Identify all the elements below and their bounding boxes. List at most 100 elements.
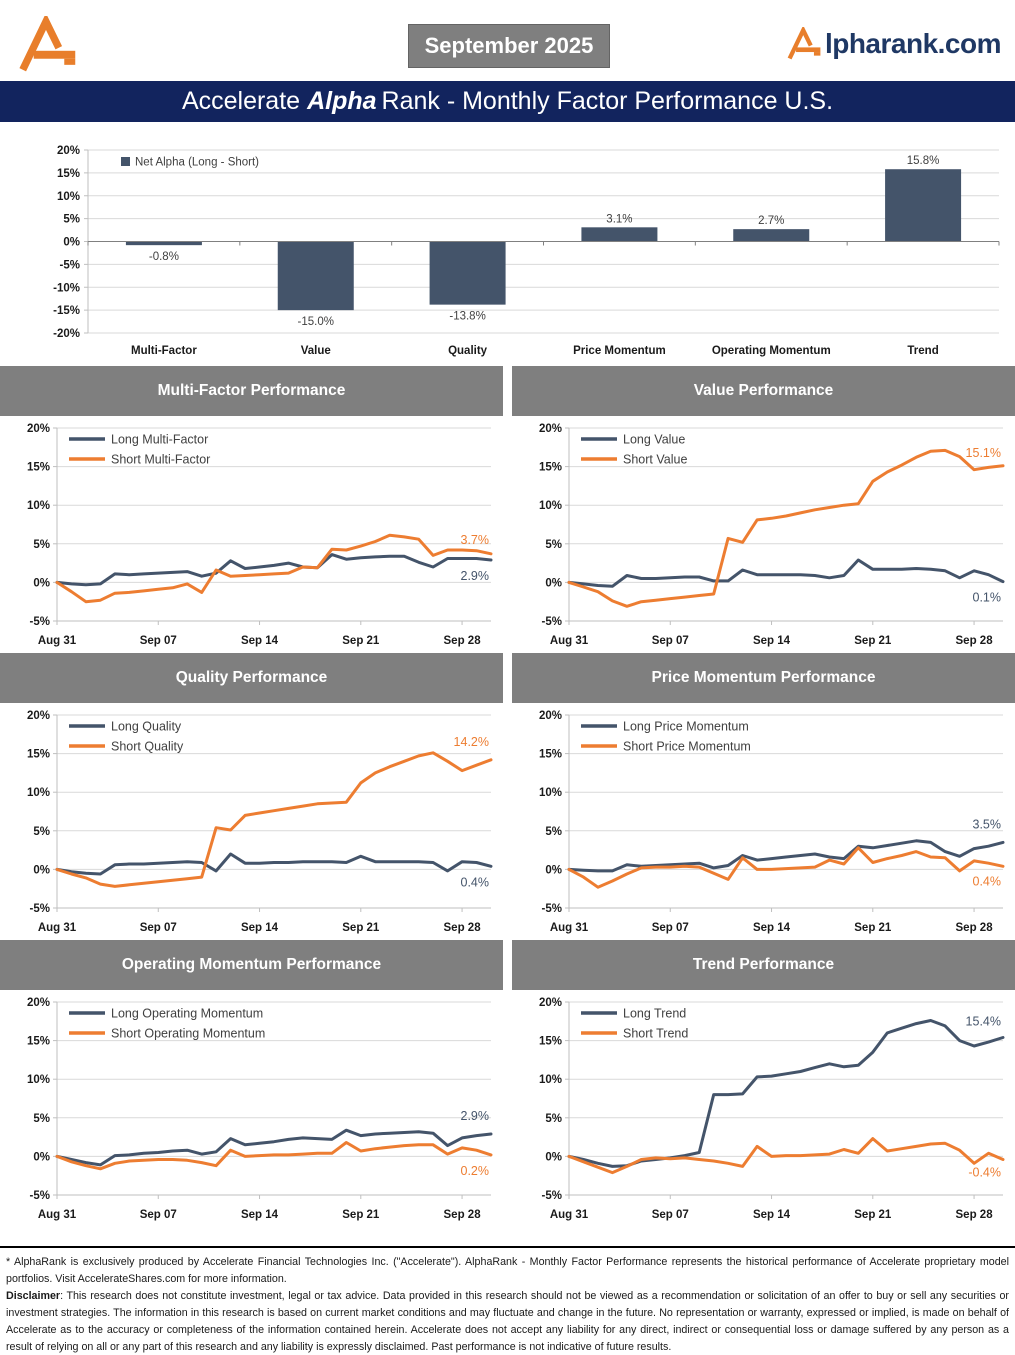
y-tick-label: 15% (539, 1036, 562, 1048)
y-tick-label: -5% (542, 616, 562, 628)
y-tick-label: 10% (27, 787, 50, 799)
y-tick-label: 5% (545, 826, 562, 838)
panel-header-quality: Quality Performance (0, 653, 503, 703)
panel-header-operating-momentum: Operating Momentum Performance (0, 940, 503, 990)
panel-header-value: Value Performance (512, 366, 1015, 416)
panel-operating-momentum: Operating Momentum Performance -5% 0% 5% 10… (0, 940, 503, 1227)
x-tick-label: Sep 07 (652, 635, 689, 647)
panel-header-multi-factor: Multi-Factor Performance (0, 366, 503, 416)
legend-label: Long Trend (623, 1007, 686, 1021)
bar-value-label: 15.8% (907, 155, 940, 167)
x-tick-label: Sep 28 (956, 635, 994, 647)
end-value-label: 0.2% (461, 1164, 490, 1178)
y-tick-label: 10% (27, 1074, 50, 1086)
y-tick-label: -5% (30, 903, 50, 915)
series-navy (55, 553, 493, 587)
end-value-label: 14.2% (454, 735, 489, 749)
x-tick-label: Sep 28 (444, 922, 482, 934)
y-tick-label: 5% (33, 1113, 50, 1125)
quality-chart: -5% 0% 5% 10% 15% 20% Aug 31 Sep 07 Sep 14 Sep 21… (27, 710, 493, 934)
y-tick-label: 5% (545, 1113, 562, 1125)
legend-label: Short Operating Momentum (111, 1027, 265, 1041)
y-tick-label: -5% (60, 259, 80, 271)
y-tick-label: 15% (27, 749, 50, 761)
legend-label: Short Multi-Factor (111, 453, 210, 467)
alpharank-brand: lpharank.com (787, 22, 1002, 66)
y-tick-label: 10% (539, 1074, 562, 1086)
series-navy (55, 852, 493, 876)
x-tick-label: Sep 14 (241, 922, 279, 934)
alpharank-a-icon (787, 27, 821, 60)
value-chart: -5% 0% 5% 10% 15% 20% Aug 31 Sep 07 Sep 14 Sep 21… (539, 423, 1005, 647)
y-tick-label: -20% (53, 328, 80, 340)
y-tick-label: -5% (30, 1190, 50, 1202)
category-label: Quality (448, 345, 488, 357)
x-tick-label: Aug 31 (38, 922, 77, 934)
y-tick-label: -5% (542, 903, 562, 915)
series-navy (55, 1128, 493, 1167)
bar-value-label: 3.1% (606, 213, 632, 225)
legend-label: Long Operating Momentum (111, 1007, 263, 1021)
title-part1: Accelerate (181, 87, 301, 115)
legend-label: Long Value (623, 433, 685, 447)
x-tick-label: Sep 28 (956, 922, 994, 934)
y-tick-label: 20% (539, 710, 562, 722)
y-tick-label: 0% (33, 1151, 50, 1163)
y-tick-label: 10% (539, 500, 562, 512)
end-value-label: 3.5% (973, 817, 1002, 831)
y-tick-label: 15% (27, 462, 50, 474)
price-momentum-chart: -5% 0% 5% 10% 15% 20% Aug 31 Sep 07 Sep 14 Sep 21… (539, 710, 1005, 934)
operating-momentum-chart: -5% 0% 5% 10% 15% 20% Aug 31 Sep 07 Sep 14 Sep 21… (27, 997, 493, 1221)
legend-swatch (121, 157, 130, 166)
end-value-label: 2.9% (461, 1109, 490, 1123)
x-tick-label: Sep 14 (241, 1209, 279, 1221)
series-navy (567, 558, 1005, 588)
y-tick-label: 20% (539, 423, 562, 435)
y-tick-label: 15% (57, 168, 80, 180)
series-orange (567, 448, 1005, 608)
y-tick-label: 20% (27, 710, 50, 722)
legend-label: Short Value (623, 453, 687, 467)
bar-Price Momentum (581, 227, 658, 242)
end-value-label: 3.7% (461, 533, 490, 547)
legend-label: Long Quality (111, 720, 182, 734)
x-tick-label: Sep 21 (854, 635, 892, 647)
panel-price-momentum: Price Momentum Performance -5% 0% 5% 10% 15%… (512, 653, 1015, 940)
y-tick-label: 10% (57, 191, 80, 203)
end-value-label: 0.1% (973, 591, 1002, 605)
x-tick-label: Aug 31 (550, 922, 589, 934)
series-orange (567, 846, 1005, 889)
x-tick-label: Aug 31 (550, 1209, 589, 1221)
y-tick-label: 5% (33, 539, 50, 551)
bar-Operating Momentum (733, 229, 810, 242)
series-orange (567, 1137, 1005, 1175)
footer-disclaimer: * AlphaRank is exclusively produced by A… (0, 1246, 1015, 1355)
legend-label: Short Price Momentum (623, 740, 751, 754)
report-title-banner: Accelerate Alpha Rank - Monthly Factor Per… (0, 81, 1015, 122)
disclaimer-text: : This research does not constitute inve… (6, 1289, 1009, 1353)
disclaimer-label: Disclaimer (6, 1289, 61, 1302)
bar-value-label: 2.7% (758, 215, 784, 227)
multi-factor-chart: -5% 0% 5% 10% 15% 20% Aug 31 Sep 07 Sep 14 Sep 21… (27, 423, 493, 647)
net-alpha-bar-chart: -20% -15% -10% -5% 0% 5% 10% 15% 20% -0.8% Multi-F… (53, 145, 1000, 357)
bar-Trend (885, 169, 962, 242)
y-tick-label: 0% (545, 577, 562, 589)
factor-panels: Multi-Factor Performance -5% 0% 5% 10% 15% 20… (0, 366, 1015, 1227)
legend-label: Long Multi-Factor (111, 433, 208, 447)
x-tick-label: Sep 14 (753, 922, 791, 934)
x-tick-label: Sep 21 (854, 1209, 892, 1221)
legend-label: Short Quality (111, 740, 184, 754)
x-tick-label: Aug 31 (550, 635, 589, 647)
x-tick-label: Sep 07 (140, 635, 177, 647)
panel-header-price-momentum: Price Momentum Performance (512, 653, 1015, 703)
y-tick-label: 0% (33, 577, 50, 589)
y-tick-label: 20% (539, 997, 562, 1009)
panel-quality: Quality Performance -5% 0% 5% 10% 15% 20% Aug … (0, 653, 503, 940)
title-part3: Rank - Monthly Factor Performance U.S. (381, 87, 834, 115)
y-tick-label: 10% (27, 500, 50, 512)
y-tick-label: -5% (30, 616, 50, 628)
trend-chart: -5% 0% 5% 10% 15% 20% Aug 31 Sep 07 Sep 14 Sep 21… (539, 997, 1005, 1221)
panel-trend: Trend Performance -5% 0% 5% 10% 15% 20% Aug 31… (512, 940, 1015, 1227)
category-label: Operating Momentum (712, 345, 831, 357)
y-tick-label: 5% (545, 539, 562, 551)
